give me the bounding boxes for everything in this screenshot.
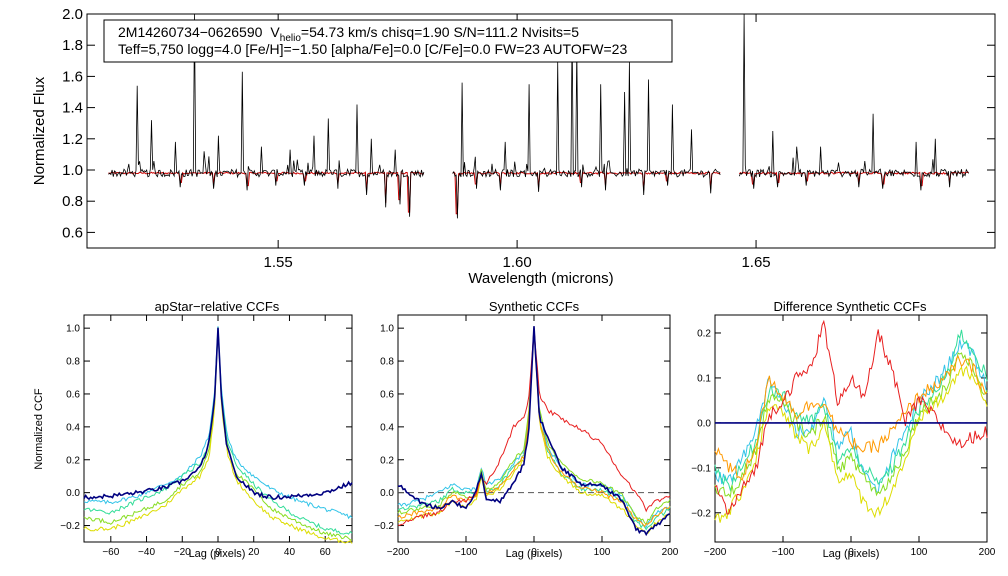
ccf1-ylabel: Normalized CCF: [33, 388, 45, 470]
y-tick-label: 0.6: [62, 224, 83, 241]
y-tick-label: 0.0: [66, 488, 80, 499]
y-tick-label: 0.2: [380, 455, 394, 466]
x-tick-label: 200: [979, 547, 996, 558]
spectrum-ylabel: Normalized Flux: [31, 76, 48, 185]
x-tick-label: 40: [284, 547, 296, 558]
ccf3-ticks: −200 −100 0 100 200 −0.2 −0.1 0.0 0.1 0.2: [691, 315, 996, 558]
ccf-panel-difference: Difference Synthetic CCFs −200 −100 0 100 20…: [691, 299, 996, 560]
y-tick-label: −0.2: [691, 508, 711, 519]
x-tick-label: 0: [848, 547, 854, 558]
spectrum-model-series: [108, 170, 969, 215]
spectrum-panel: 1.55 1.60 1.65 0.6 0.8 1.0 1.2 1.4 1.6 1.8 2.0 2M1…: [31, 6, 996, 287]
ccf-line-visit-5: [714, 355, 988, 482]
x-tick-label: −200: [387, 547, 410, 558]
ccf3-title: Difference Synthetic CCFs: [774, 299, 927, 314]
y-tick-label: 0.0: [697, 418, 711, 429]
spectrum-ticks: 1.55 1.60 1.65 0.6 0.8 1.0 1.2 1.4 1.6 1.8 2.0: [62, 6, 995, 271]
ccf2-title: Synthetic CCFs: [489, 299, 580, 314]
annotation-box: [103, 19, 673, 63]
y-tick-label: −0.1: [691, 463, 711, 474]
x-tick-label: −60: [102, 547, 119, 558]
ccf-line-visit-6: [397, 327, 671, 526]
x-tick-label: −100: [455, 547, 478, 558]
x-tick-label: 100: [594, 547, 611, 558]
ccf-line-visit-2: [83, 327, 353, 535]
y-tick-label: −0.2: [60, 521, 80, 532]
ccf1-ticks: −60 −40 −20 0 20 40 60 −0.2 0.0 0.2 0.4 0.6 0.8 1.0: [60, 315, 352, 558]
ccf-line-visit-3: [397, 328, 671, 525]
model-spectrum-line: [452, 170, 721, 215]
spectrum-observed-series: [108, 13, 970, 219]
y-tick-label: 0.8: [62, 193, 83, 210]
x-tick-label: 1.55: [264, 254, 293, 271]
y-tick-label: 0.4: [66, 422, 80, 433]
y-tick-label: 0.6: [380, 389, 394, 400]
annotation-line2: Teff=5,750 logg=4.0 [Fe/H]=−1.50 [alpha/…: [118, 41, 627, 57]
y-tick-label: 0.6: [66, 389, 80, 400]
ccf-line-visit-2: [397, 327, 671, 531]
y-tick-label: 0.8: [380, 357, 394, 368]
observed-spectrum-line: [108, 13, 425, 217]
x-tick-label: −20: [174, 547, 191, 558]
annotation-line1-values: =54.73 km/s chisq=1.90 S/N=111.2 Nvisits…: [301, 24, 579, 40]
y-tick-label: 0.8: [66, 357, 80, 368]
vhelio-subscript: helio: [280, 33, 302, 44]
ccf-line-visit-1: [83, 326, 353, 520]
y-tick-label: 1.6: [62, 68, 83, 85]
ccf-line-visit-3: [714, 352, 988, 499]
annotation-line1: 2M14260734−0626590 Vhelio=54.73 km/s chis…: [118, 24, 579, 44]
vhelio-symbol: V: [270, 24, 280, 40]
x-tick-label: 0: [215, 547, 221, 558]
y-tick-label: 1.0: [380, 324, 394, 335]
x-tick-label: 1.60: [503, 254, 532, 271]
ccf2-xlabel: Lag (pixels): [506, 548, 563, 560]
y-tick-label: 0.4: [380, 422, 394, 433]
x-tick-label: 1.65: [741, 254, 770, 271]
x-tick-label: −40: [138, 547, 155, 558]
model-spectrum-line: [108, 171, 425, 213]
x-tick-label: 0: [531, 547, 537, 558]
observed-spectrum-line: [738, 13, 970, 191]
ccf-line-visit-6: [714, 319, 988, 515]
y-tick-label: −0.2: [374, 521, 394, 532]
spectrum-frame: [86, 13, 996, 249]
ccf-panel-apstar: apStar−relative CCFs −60 −40 −20 0 20 40 60 −0.…: [33, 299, 353, 560]
ccf3-xlabel: Lag (pixels): [823, 548, 880, 560]
x-tick-label: −100: [772, 547, 795, 558]
y-tick-label: 1.4: [62, 100, 83, 117]
x-tick-label: −200: [704, 547, 727, 558]
ccf2-series: [397, 326, 671, 537]
observed-spectrum-line: [452, 29, 721, 219]
x-tick-label: 200: [662, 547, 679, 558]
ccf-line-summed: [398, 326, 671, 537]
ccf-panel-synthetic: Synthetic CCFs −200 −100 0 100 200 −0.2 0.0 0.2…: [374, 299, 679, 560]
y-tick-label: 1.8: [62, 37, 83, 54]
ccf-line-visit-1: [397, 328, 671, 529]
y-tick-label: 2.0: [62, 6, 83, 23]
star-id: 2M14260734−0626590: [118, 24, 263, 40]
x-tick-label: 60: [320, 547, 332, 558]
y-tick-label: 1.0: [62, 162, 83, 179]
spectrum-xlabel: Wavelength (microns): [468, 270, 613, 287]
y-tick-label: 0.0: [380, 488, 394, 499]
y-tick-label: 1.2: [62, 131, 83, 148]
ccf-line-visit-1: [714, 339, 988, 494]
ccf1-series: [83, 326, 353, 544]
x-tick-label: 100: [911, 547, 928, 558]
ccf1-title: apStar−relative CCFs: [155, 299, 280, 314]
ccf3-series: [714, 319, 988, 523]
ccf2-ticks: −200 −100 0 100 200 −0.2 0.0 0.2 0.4 0.6 0.8 1.0: [374, 315, 679, 558]
x-tick-label: 20: [248, 547, 260, 558]
ccf-line-visit-5: [397, 326, 671, 528]
ccf1-xlabel: Lag (pixels): [189, 548, 246, 560]
ccf-line-summed: [83, 327, 353, 501]
ccf-line-visit-4: [83, 329, 353, 544]
y-tick-label: 1.0: [66, 324, 80, 335]
y-tick-label: 0.1: [697, 373, 711, 384]
y-tick-label: 0.2: [697, 328, 711, 339]
y-tick-label: 0.2: [66, 455, 80, 466]
